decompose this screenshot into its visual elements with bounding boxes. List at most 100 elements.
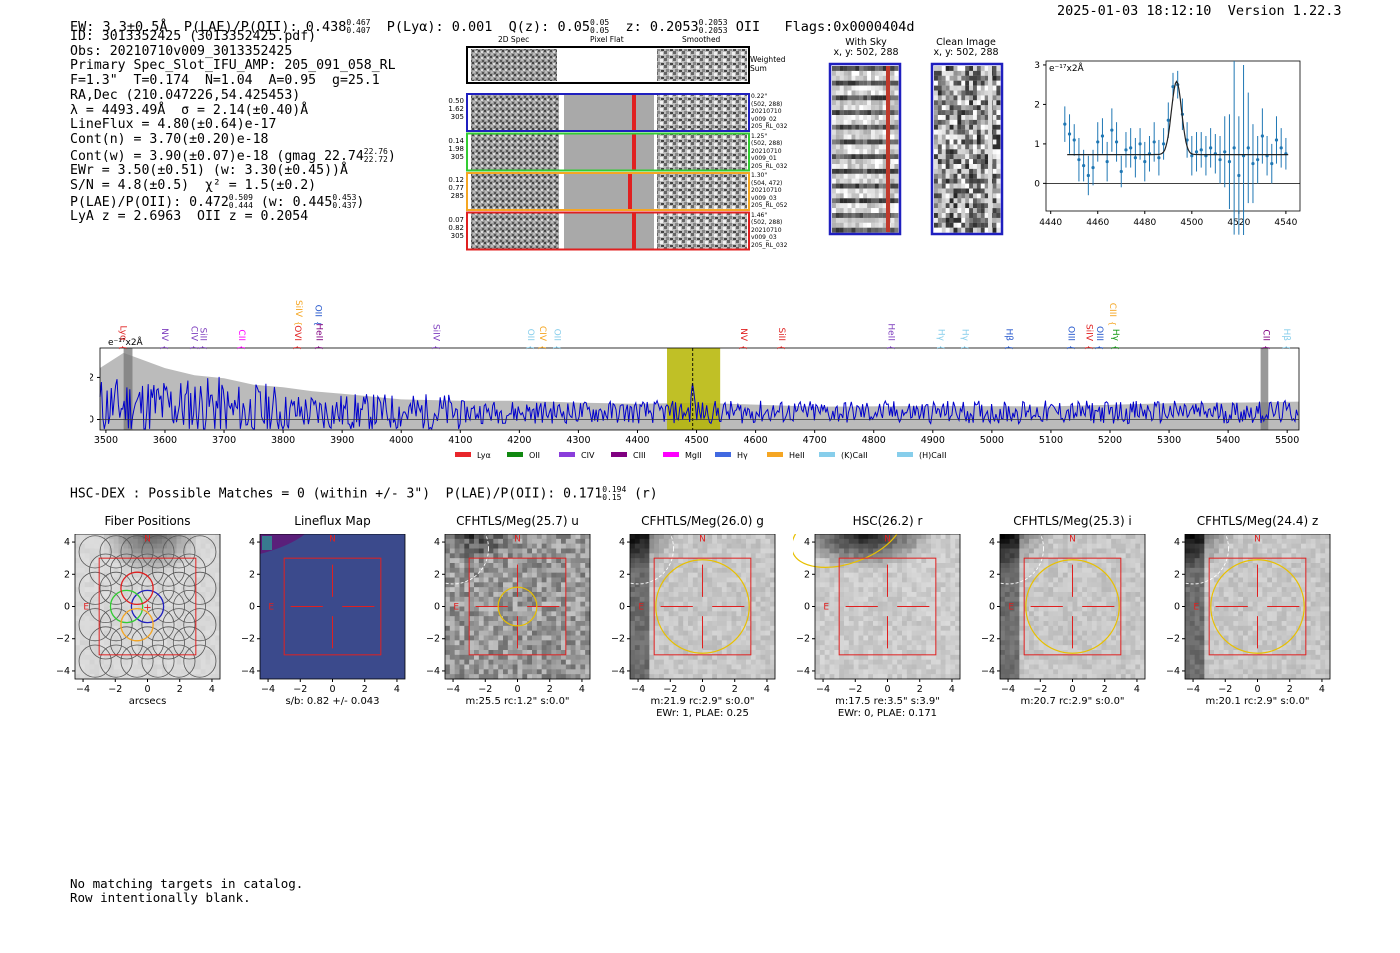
cutout-pixel xyxy=(726,592,732,598)
sky-pixel xyxy=(835,90,840,96)
sky-pixel xyxy=(851,75,856,81)
clean-pixel xyxy=(984,144,989,150)
sky-pixel xyxy=(859,110,864,116)
cutout-pixel xyxy=(760,659,766,665)
clean-pixel xyxy=(965,80,970,86)
cutout-pixel xyxy=(853,538,859,545)
line-id-label: OVI{ xyxy=(292,325,302,350)
cutout-pixel xyxy=(673,621,679,627)
cutout-pixel xyxy=(162,630,168,636)
north-label: N xyxy=(329,534,336,544)
cutout-pixel xyxy=(94,664,100,670)
cutout-pixel xyxy=(750,625,757,632)
cutout-pixel xyxy=(712,534,718,540)
cutout-pixel xyxy=(104,625,110,632)
header-plae: P(LAE)/P(OII): 0.438 xyxy=(183,19,347,35)
cutout-pixel xyxy=(741,630,747,636)
cutout-pixel xyxy=(478,640,485,646)
clean-pixel xyxy=(945,75,950,81)
sky-pixel xyxy=(847,222,852,228)
clean-pixel xyxy=(957,164,962,169)
line-id-label: OIII{ xyxy=(1066,326,1076,350)
cutout-pixel xyxy=(546,645,552,651)
cutout-pixel xyxy=(459,606,465,612)
cutout-pixel xyxy=(551,664,557,670)
cutout-pixel xyxy=(94,659,100,665)
zoom-point xyxy=(1274,138,1279,142)
cutout-pixel xyxy=(683,654,689,661)
cutout-pixel xyxy=(707,577,713,583)
fiber-circle xyxy=(89,553,123,587)
sky-pixel xyxy=(839,198,844,204)
cutout-pixel xyxy=(108,640,115,646)
cutout-pixel xyxy=(113,582,119,588)
cutout-pixel xyxy=(858,548,864,554)
cutout-pixel xyxy=(89,669,95,675)
cutout-pixel xyxy=(688,553,694,559)
cutout-pixel xyxy=(688,664,694,670)
cutout-pixel xyxy=(128,654,134,661)
sky-pixel xyxy=(851,183,856,189)
cutout-pixel xyxy=(707,611,713,617)
cutout-pixel xyxy=(94,572,100,578)
cutout-pixel xyxy=(654,577,660,583)
cutout-pixel xyxy=(882,601,888,607)
cutout-pixel xyxy=(644,669,650,675)
cutout-pixel xyxy=(488,596,494,603)
zoom-point xyxy=(1256,158,1260,162)
cutout-pixel xyxy=(644,650,650,656)
cutout-pixel xyxy=(536,572,543,578)
cutout-pixel xyxy=(746,582,752,588)
cutout-pixel xyxy=(493,654,499,661)
cutout-pixel xyxy=(200,635,206,641)
cutout-pixel xyxy=(512,582,518,588)
cutout-pixel xyxy=(877,596,884,603)
cutout-pixel xyxy=(113,669,119,675)
cutout-pixel xyxy=(104,621,110,627)
cutout-pixel xyxy=(585,664,591,670)
cutout-pixel xyxy=(157,534,163,540)
cutout-pixel xyxy=(215,543,221,549)
sky-pixel xyxy=(835,95,840,101)
cutout-pixel xyxy=(765,674,771,680)
cutout-pixel xyxy=(721,601,728,607)
cutout-pixel xyxy=(736,645,742,651)
cutout-pixel xyxy=(731,621,737,627)
sky-pixel xyxy=(859,198,864,204)
clean-pixel xyxy=(980,119,985,125)
cutout-pixel xyxy=(931,601,937,607)
cutout-pixel xyxy=(89,645,95,651)
cutout-pixel xyxy=(171,553,177,559)
cutout-pixel xyxy=(770,621,776,627)
cutout-pixel xyxy=(721,587,728,593)
neighbor-ellipse xyxy=(423,534,489,585)
clean-pixel xyxy=(969,70,974,76)
sky-pixel xyxy=(835,164,840,169)
cutout-title: CFHTLS/Meg(26.0) g xyxy=(641,514,764,528)
lineflux-bg xyxy=(260,534,405,679)
clean-pixel xyxy=(969,203,974,209)
cutout-pixel xyxy=(503,563,509,569)
cutout-pixel xyxy=(176,538,182,545)
cutout-pixel xyxy=(551,587,557,593)
cutout-pixel xyxy=(683,567,689,574)
clean-pixel xyxy=(945,222,950,228)
cutout-pixel xyxy=(575,587,581,593)
sky-pixel xyxy=(867,100,872,106)
cutout-pixel xyxy=(575,669,581,675)
cutout-pixel xyxy=(89,592,95,598)
cutout-pixel xyxy=(678,596,684,603)
sky-pixel xyxy=(847,198,852,204)
cutout-pixel xyxy=(546,625,552,632)
clean-pixel xyxy=(957,110,962,116)
cutout-pixel xyxy=(79,548,86,554)
cutout-pixel xyxy=(162,625,168,632)
header-flags: Flags:0x0000404d xyxy=(784,19,915,35)
clean-pixel xyxy=(937,164,942,169)
cutout-pixel xyxy=(133,582,139,588)
sky-pixel xyxy=(871,124,875,130)
cutout-pixel xyxy=(750,630,757,636)
clean-pixel xyxy=(953,193,958,199)
cutout-pixel xyxy=(673,674,679,680)
line-id-text: HeII xyxy=(314,323,324,341)
